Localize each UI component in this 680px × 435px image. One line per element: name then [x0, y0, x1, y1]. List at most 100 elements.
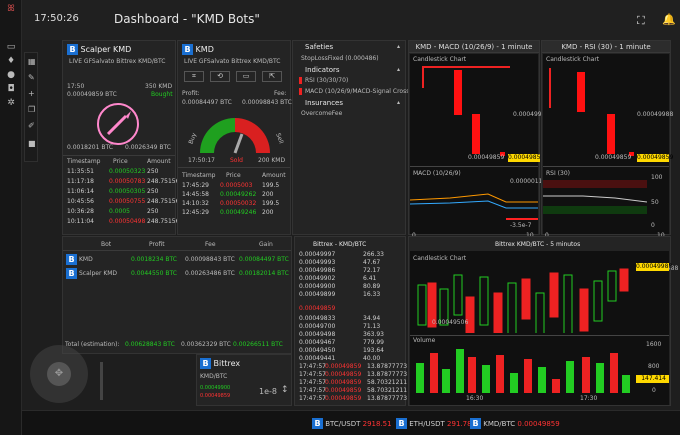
add-icon[interactable]: +: [28, 89, 35, 98]
monitor-icon[interactable]: ▭: [6, 42, 16, 52]
table-row[interactable]: 0.00049498 363.93: [297, 331, 403, 340]
joystick[interactable]: ✥: [30, 345, 88, 403]
table-row[interactable]: 0.00049986 72.17: [297, 267, 403, 276]
bid-price: 0.00049700: [299, 323, 336, 330]
edit-icon[interactable]: ✎: [28, 73, 35, 82]
volume-bar: [416, 363, 424, 393]
volume-bar: [566, 361, 574, 393]
table-row[interactable]: 12:45:29 0.00049246 200: [180, 209, 290, 218]
volume-label: Volume: [413, 337, 436, 344]
col-bot: Bot: [101, 241, 112, 248]
bot-icon[interactable]: ◘: [7, 84, 15, 94]
table-row[interactable]: 17:47:57 0.00049859 58.70321211: [297, 387, 407, 396]
table-row[interactable]: 17:47:57 0.00049859 58.70321211: [297, 379, 407, 388]
bot-fee: 0.00263486 BTC: [185, 270, 235, 277]
col-amount: Amount: [147, 158, 171, 165]
table-row[interactable]: 11:06:14 0.00050305 250: [65, 188, 175, 197]
export-button-icon[interactable]: ⇱: [262, 71, 282, 82]
last-price-tag: 0.00049859: [508, 154, 545, 162]
step-value: 1e-8: [259, 387, 277, 396]
table-row[interactable]: 0.00049899 16.33: [297, 291, 403, 300]
bid-amount: 34.94: [363, 315, 381, 322]
candle-mark: [422, 66, 510, 68]
brush-icon[interactable]: ✐: [28, 121, 35, 130]
table-row[interactable]: 0.00049902 6.41: [297, 275, 403, 284]
rsi-item[interactable]: RSI (30/30/70): [305, 77, 349, 84]
x-tick-1730: 17:30: [580, 395, 598, 402]
ticker-pair: ETH/USDT: [409, 420, 445, 428]
stoploss-item[interactable]: StopLossFixed (0.000486): [301, 55, 379, 62]
scalpel-icon: [97, 103, 139, 145]
rsi-label: RSI (30): [546, 170, 570, 177]
table-row[interactable]: 0.00049993 47.67: [297, 259, 403, 268]
bittrex-panel-title: Bittrex: [213, 359, 241, 368]
volume-bar: [442, 369, 450, 393]
table-row[interactable]: 11:35:51 0.00050323 250: [65, 168, 175, 177]
table-row[interactable]: 17:47:57 0.00049859 13.87877773: [297, 371, 407, 380]
ticker-value: 291.789: [447, 420, 476, 428]
move-icon[interactable]: ✥: [47, 362, 71, 386]
table-row[interactable]: 0.00049900 80.89: [297, 283, 403, 292]
trade-time: 10:36:28: [67, 208, 94, 215]
rsi-tick-100: 100: [651, 174, 663, 181]
bot-profit: 0.0044550 BTC: [131, 270, 177, 277]
table-row[interactable]: 0.00049467 779.99: [297, 339, 403, 348]
trade-time: 11:06:14: [67, 188, 94, 195]
trash-icon[interactable]: ■: [28, 139, 36, 148]
chart-button-icon[interactable]: ⌗: [184, 71, 204, 82]
last-price-tag: 0.00049859: [637, 154, 674, 162]
table-row[interactable]: 0.00049833 34.94: [297, 315, 403, 324]
tool-strip: ▦ ✎ + ❐ ✐ ■: [24, 52, 38, 162]
bulb-icon[interactable]: ♦: [6, 56, 16, 66]
overcome-item[interactable]: OvercomeFee: [301, 110, 343, 117]
candle-mark: [549, 68, 551, 108]
table-row[interactable]: 10:36:28 0.0005 250: [65, 208, 175, 217]
refresh-button-icon[interactable]: ⟲: [210, 71, 230, 82]
table-row[interactable]: 10:45:56 0.00050755 248.751562: [65, 198, 183, 207]
collapse-icon[interactable]: ▴: [397, 99, 401, 106]
trade-amount: 13.87877773: [367, 395, 408, 402]
strategy-panel: Safeties ▴ StopLossFixed (0.000486) Indi…: [292, 40, 412, 235]
fullscreen-icon[interactable]: ⛶: [637, 14, 645, 27]
screen-button-icon[interactable]: ▭: [236, 71, 256, 82]
table-row[interactable]: 0.00049700 71.13: [297, 323, 403, 332]
copy-icon[interactable]: ❐: [28, 105, 36, 114]
ticker-item[interactable]: B BTC/USDT 2918.51: [312, 418, 392, 429]
collapse-icon[interactable]: ▴: [397, 66, 401, 73]
table-row[interactable]: 0.00049450 193.64: [297, 347, 403, 356]
settings-icon[interactable]: ✲: [7, 98, 15, 108]
trade-time: 12:45:29: [182, 209, 209, 216]
ask-amount: 72.17: [363, 267, 381, 274]
table-row[interactable]: 0.00049441 40.00: [297, 355, 403, 364]
table-row[interactable]: B Scalper KMD 0.0044550 BTC 0.00263486 B…: [63, 267, 291, 279]
bid-price: 0.00049498: [299, 331, 336, 338]
ticker-item[interactable]: B KMD/BTC 0.00049859: [470, 418, 560, 429]
scalper-title: Scalper KMD: [80, 45, 132, 54]
zoom-slider[interactable]: [100, 362, 103, 400]
trade-price: 0.00049859: [325, 379, 362, 386]
trade-time: 11:17:18: [67, 178, 94, 185]
table-row[interactable]: 14:10:32 0.00050032 199.5: [180, 200, 290, 209]
table-row[interactable]: 17:47:57 0.00049859 13.87877773: [297, 363, 407, 372]
ticker-item[interactable]: B ETH/USDT 291.789: [396, 418, 476, 429]
table-row[interactable]: B KMD 0.0018234 BTC 0.00098843 BTC 0.000…: [63, 253, 291, 265]
macd-item[interactable]: MACD (10/26/9/MACD-Signal Cross): [305, 88, 412, 95]
pin-icon[interactable]: ●: [7, 70, 15, 80]
grid-icon[interactable]: ▦: [28, 57, 36, 66]
trade-time: 14:45:58: [182, 191, 209, 198]
bid-price: 0.00049467: [299, 339, 336, 346]
collapse-icon[interactable]: ▴: [397, 43, 401, 50]
trade-amount: 250: [147, 188, 159, 195]
step-spinner-icon[interactable]: ↕: [281, 385, 289, 395]
table-row[interactable]: 17:47:57 0.00049859 13.87877773: [297, 395, 407, 404]
candle-mark: [472, 114, 480, 154]
table-row[interactable]: 10:11:04 0.00050498 248.751562: [65, 218, 183, 227]
table-row[interactable]: 17:45:29 0.0005003 199.5: [180, 182, 290, 191]
bell-icon[interactable]: 🔔: [662, 13, 676, 26]
divider: [410, 335, 669, 336]
candle-mark: [500, 152, 505, 156]
table-row[interactable]: 11:17:18 0.00050783 248.751562: [65, 178, 183, 187]
candle-mark: [454, 70, 462, 115]
table-row[interactable]: 14:45:58 0.00049262 200: [180, 191, 290, 200]
table-row[interactable]: 0.00049997 266.33: [297, 251, 403, 260]
